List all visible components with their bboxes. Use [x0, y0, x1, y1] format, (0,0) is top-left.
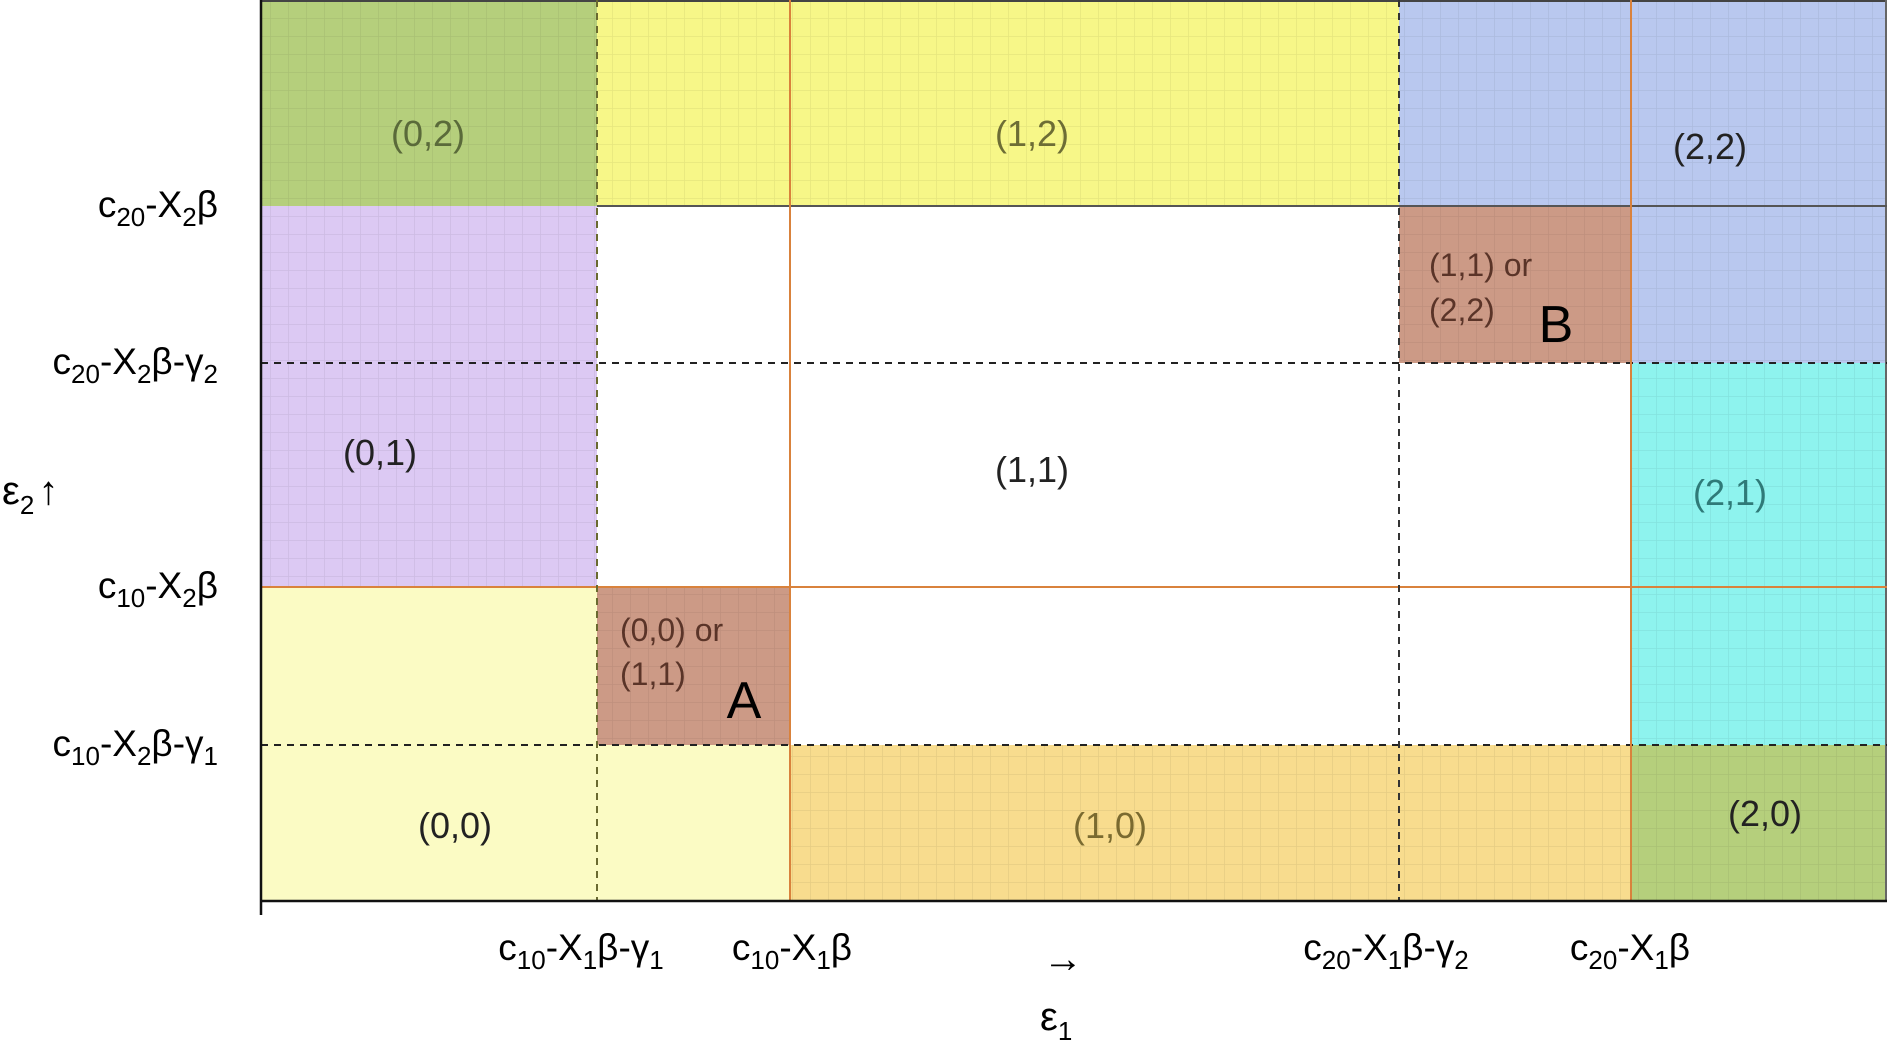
- region-label-02: (0,2): [391, 113, 465, 154]
- region-labels: (0,2) (1,2) (2,2) (0,1) (1,1) (2,1) (0,0…: [343, 113, 1802, 846]
- x-threshold-label-0: c10-X1β-γ1: [498, 927, 663, 975]
- x-axis-name: ε1: [1040, 995, 1072, 1045]
- region-00-pale-fill: [261, 587, 597, 901]
- region-label-01: (0,1): [343, 432, 417, 473]
- region-label-10: (1,0): [1073, 805, 1147, 846]
- x-threshold-label-1: c10-X1β: [732, 927, 852, 975]
- region-label-21: (2,1): [1693, 472, 1767, 513]
- ambiguous-b-line1: (1,1) or: [1429, 247, 1532, 283]
- boundary-lines: [259, 0, 1887, 915]
- region-00-pale-fill-2: [597, 745, 790, 901]
- region-label-22: (2,2): [1673, 126, 1747, 167]
- y-threshold-labels: c20-X2β c20-X2β-γ2 c10-X2β c10-X2β-γ1: [53, 184, 218, 771]
- grid-overlay: [261, 0, 1887, 901]
- corner-label-b: B: [1539, 296, 1574, 354]
- y-axis-name: ε2 ↑: [2, 469, 58, 520]
- y-threshold-label-2: c10-X2β: [98, 565, 218, 613]
- x-axis-arrow: →: [1043, 937, 1083, 981]
- corner-label-a: A: [727, 672, 762, 730]
- y-threshold-label-0: c20-X2β: [98, 184, 218, 232]
- y-axis-title: ε2 ↑: [2, 469, 58, 520]
- region-label-11: (1,1): [995, 449, 1069, 490]
- x-axis-title: → ε1: [1040, 937, 1083, 1045]
- x-threshold-label-3: c20-X1β: [1570, 927, 1690, 975]
- y-threshold-label-1: c20-X2β-γ2: [53, 341, 218, 389]
- region-label-00: (0,0): [418, 805, 492, 846]
- ambiguous-a-line2: (1,1): [620, 656, 686, 692]
- ambiguous-b-line2: (2,2): [1429, 292, 1495, 328]
- x-threshold-label-2: c20-X1β-γ2: [1303, 927, 1468, 975]
- x-threshold-labels: c10-X1β-γ1 c10-X1β c20-X1β-γ2 c20-X1β: [498, 927, 1690, 975]
- ambiguous-a-line1: (0,0) or: [620, 612, 723, 648]
- region-label-20: (2,0): [1728, 793, 1802, 834]
- region-label-12: (1,2): [995, 113, 1069, 154]
- y-threshold-label-3: c10-X2β-γ1: [53, 723, 218, 771]
